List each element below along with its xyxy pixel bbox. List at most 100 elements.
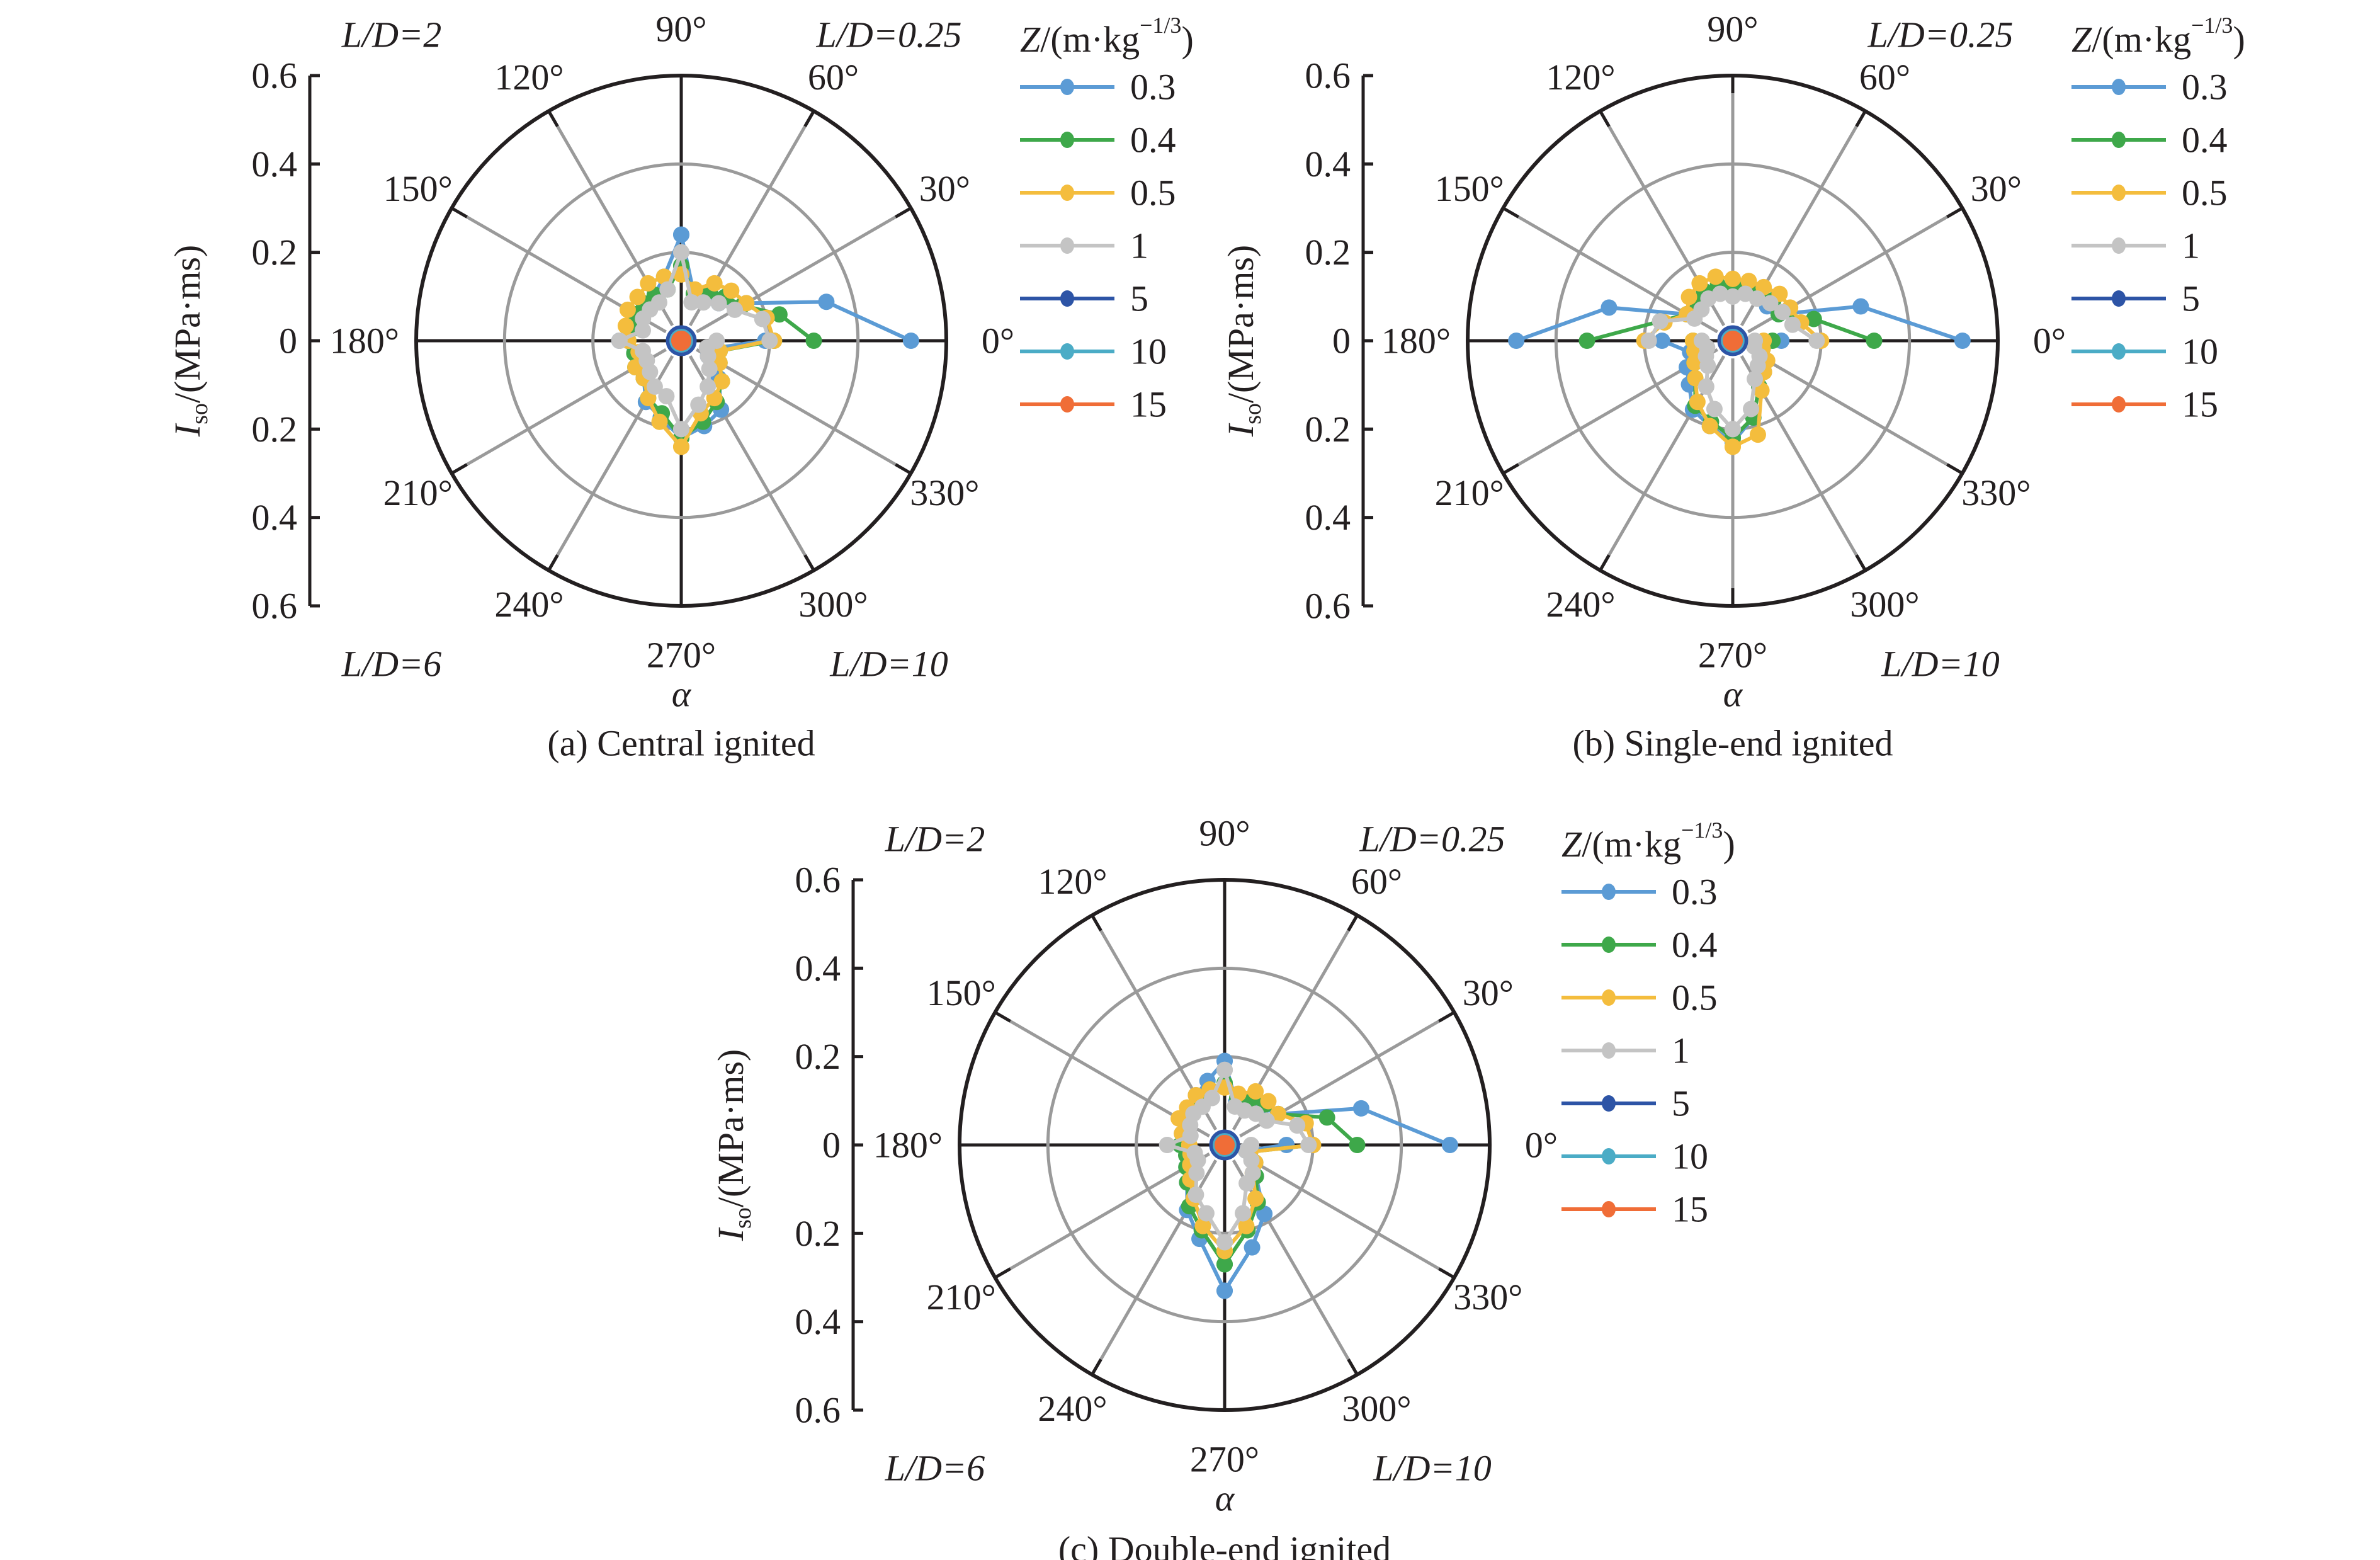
data-point xyxy=(1244,1164,1261,1181)
legend-item-1: 1 xyxy=(2071,225,2200,266)
spoke-tick-30 xyxy=(1946,207,1963,219)
legend-label: 0.4 xyxy=(1672,925,1718,965)
angle-label-300: 300° xyxy=(1342,1388,1411,1429)
data-point xyxy=(1747,333,1764,349)
data-point xyxy=(1784,316,1801,333)
legend-marker xyxy=(1602,989,1616,1006)
angle-label-270: 270° xyxy=(1698,635,1767,676)
data-point xyxy=(727,301,744,318)
data-point xyxy=(706,275,723,292)
r-tick-label: 0.2 xyxy=(795,1036,841,1077)
quadrant-label-q4: L/D=10 xyxy=(829,644,948,685)
data-point xyxy=(658,388,675,405)
legend-label: 10 xyxy=(2182,331,2218,372)
panel-caption: (a) Central ignited xyxy=(547,723,815,764)
quadrant-label-q1: L/D=0.25 xyxy=(816,14,962,55)
angle-label-0: 0° xyxy=(2033,321,2066,362)
r-tick-label: 0 xyxy=(822,1125,841,1166)
data-point xyxy=(1349,1137,1366,1153)
spoke-tick-240 xyxy=(1091,1358,1102,1375)
legend-title-z: Z xyxy=(1561,824,1582,865)
r-axis-title-symbol: I xyxy=(167,423,208,437)
legend-marker xyxy=(2112,396,2126,413)
data-point xyxy=(1707,268,1724,285)
spoke-tick-330 xyxy=(1438,1267,1455,1279)
data-point xyxy=(1725,288,1741,305)
angle-label-240: 240° xyxy=(1546,584,1615,625)
data-point xyxy=(611,333,628,349)
r-tick-label: 0.6 xyxy=(795,860,841,901)
legend-marker xyxy=(2112,132,2126,148)
data-point xyxy=(754,310,771,327)
angle-label-0: 0° xyxy=(982,321,1014,362)
grid-ring-0.4 xyxy=(1554,162,1912,520)
x-axis-label-alpha: α xyxy=(1215,1478,1235,1519)
quadrant-label-q3: L/D=6 xyxy=(341,644,441,685)
angle-label-30: 30° xyxy=(919,168,970,209)
data-point xyxy=(1747,370,1764,387)
legend-title: Z/(m·kg−1/3) xyxy=(1020,13,1194,60)
legend-item-0_5: 0.5 xyxy=(1020,173,1176,214)
r-axis-title-unit: /(MPa·ms) xyxy=(1220,245,1261,403)
angle-label-30: 30° xyxy=(1971,168,2022,209)
polar-chart-a: 0° 30° 60° 90° 120° 150° 180° 210° 240° 270° 300° 3… xyxy=(167,9,1194,764)
angle-label-240: 240° xyxy=(1038,1388,1107,1429)
data-point xyxy=(805,333,822,349)
r-axis-title-sub: so xyxy=(186,403,213,424)
data-point xyxy=(1189,1152,1206,1169)
data-point xyxy=(1243,1137,1260,1153)
legend-title-unit: /(m·kg xyxy=(2092,19,2191,60)
legend-marker xyxy=(1060,343,1074,360)
spoke-tick-60 xyxy=(1347,914,1359,931)
angle-label-60: 60° xyxy=(808,57,859,98)
data-point xyxy=(1689,394,1706,411)
legend-item-5: 5 xyxy=(2071,278,2200,319)
angle-label-180: 180° xyxy=(1381,321,1451,362)
legend-marker xyxy=(2112,343,2126,360)
data-point xyxy=(761,333,778,349)
data-point xyxy=(1216,1234,1233,1251)
data-point xyxy=(1289,1117,1306,1134)
spoke-tick-120 xyxy=(1599,110,1611,127)
spoke-tick-210 xyxy=(1502,463,1519,475)
legend-title-z: Z xyxy=(2071,19,2092,60)
r-axis-title: Iso/(MPa·ms) xyxy=(1220,245,1266,437)
spoke-210 xyxy=(994,1152,1210,1279)
angle-label-210: 210° xyxy=(383,472,453,513)
r-axis-title-unit: /(MPa·ms) xyxy=(710,1049,751,1207)
r-axis-title-sub: so xyxy=(730,1207,756,1229)
r-axis-title: Iso/(MPa·ms) xyxy=(167,245,213,437)
panel-caption: (c) Double-end ignited xyxy=(1058,1529,1391,1560)
data-point xyxy=(1216,1282,1233,1299)
spoke-tick-240 xyxy=(547,554,559,571)
data-point xyxy=(673,438,689,455)
angle-label-30: 30° xyxy=(1463,972,1514,1013)
legend-item-10: 10 xyxy=(1561,1136,1708,1177)
spoke-tick-120 xyxy=(1091,914,1102,931)
data-point xyxy=(1187,1186,1204,1203)
legend-item-0_4: 0.4 xyxy=(2071,120,2228,161)
spoke-tick-300 xyxy=(1855,554,1867,571)
grid-ring-0.4 xyxy=(502,162,860,520)
spoke-tick-210 xyxy=(451,463,468,475)
legend-label: 0.4 xyxy=(1130,120,1176,161)
data-point xyxy=(1808,333,1825,349)
legend-title: Z/(m·kg−1/3) xyxy=(1561,817,1735,865)
r-tick-label: 0.4 xyxy=(795,1301,841,1342)
legend-label: 0.3 xyxy=(2182,67,2228,108)
data-point xyxy=(1701,418,1718,435)
legend-title-close: ) xyxy=(2233,19,2245,60)
r-axis-title: Iso/(MPa·ms) xyxy=(710,1049,756,1241)
data-point xyxy=(1774,304,1791,321)
legend-label: 10 xyxy=(1130,331,1167,372)
data-point xyxy=(1247,1083,1264,1100)
r-tick-label: 0.2 xyxy=(252,232,298,273)
angle-label-210: 210° xyxy=(1435,472,1504,513)
data-point xyxy=(1866,333,1883,349)
data-point xyxy=(723,282,740,299)
data-point xyxy=(1697,378,1714,395)
